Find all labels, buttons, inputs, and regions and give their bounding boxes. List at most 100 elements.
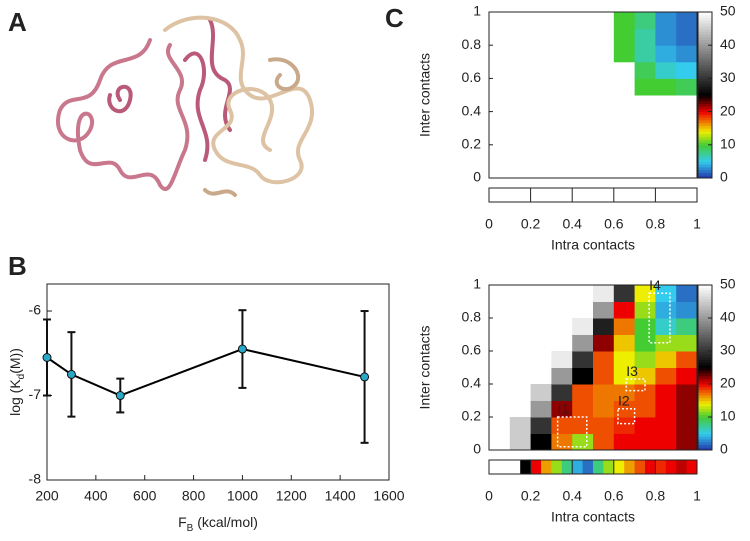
colorbar-step bbox=[698, 342, 712, 346]
y-tick-label: 0.2 bbox=[462, 136, 482, 152]
colorbar-step bbox=[698, 53, 712, 57]
colorbar-step bbox=[698, 155, 712, 160]
colorbar-step bbox=[698, 375, 712, 379]
heatmap-cell bbox=[676, 285, 698, 302]
x-tick-label: 0.8 bbox=[646, 488, 666, 504]
marker bbox=[66, 369, 76, 379]
colorbar-step bbox=[698, 119, 712, 124]
colorbar-step bbox=[698, 329, 712, 333]
colorbar-step bbox=[698, 386, 712, 390]
heatmap-cell bbox=[655, 28, 677, 46]
heatmap-cell bbox=[634, 384, 656, 401]
heatmap-cell bbox=[613, 417, 636, 434]
colorbar-step bbox=[698, 139, 712, 143]
heatmap-cell bbox=[593, 417, 615, 434]
colorbar-step bbox=[698, 408, 712, 412]
colorbar-step bbox=[698, 133, 712, 137]
heatmap-cell bbox=[551, 400, 573, 418]
heatmap-cell bbox=[572, 351, 594, 368]
heatmap-cell bbox=[634, 334, 656, 352]
heatmap-cell bbox=[676, 78, 698, 96]
heatmap-cell bbox=[634, 12, 656, 30]
panel-label: B bbox=[8, 251, 27, 281]
heatmap-cell bbox=[509, 417, 532, 434]
colorbar-tick-label: 0 bbox=[720, 441, 728, 457]
colorbar-step bbox=[698, 31, 712, 35]
colorbar-step bbox=[698, 34, 712, 38]
colorbar-step bbox=[698, 400, 712, 404]
heatmap-cell bbox=[634, 61, 656, 79]
marginal-cell bbox=[572, 460, 584, 474]
colorbar-step bbox=[698, 97, 712, 102]
colorbar-step bbox=[698, 128, 712, 132]
x-axis-label: Intra contacts bbox=[551, 237, 635, 253]
y-tick-label: 0.6 bbox=[462, 69, 482, 85]
heatmap-cell bbox=[655, 12, 677, 30]
heatmap-cell bbox=[593, 334, 615, 352]
heatmap-cell bbox=[676, 45, 698, 63]
heatmap-cell bbox=[613, 433, 636, 451]
colorbar-step bbox=[698, 334, 712, 338]
x-tick-label: 600 bbox=[133, 488, 157, 504]
plot-frame bbox=[488, 284, 698, 451]
colorbar-step bbox=[698, 397, 712, 401]
heatmap-cell bbox=[634, 351, 656, 368]
colorbar-step bbox=[698, 406, 712, 410]
colorbar-step bbox=[698, 356, 712, 360]
colorbar-step bbox=[698, 169, 712, 173]
colorbar-step bbox=[698, 142, 712, 146]
heatmap-cell bbox=[655, 433, 677, 451]
colorbar-step bbox=[698, 56, 712, 60]
plot-frame bbox=[46, 283, 390, 481]
colorbar-step bbox=[698, 12, 712, 16]
heatmap-cell bbox=[634, 285, 656, 302]
colorbar-step bbox=[698, 166, 712, 171]
colorbar-step bbox=[698, 130, 712, 135]
colorbar-step bbox=[698, 304, 712, 308]
heatmap-cell bbox=[551, 433, 573, 451]
heatmap-cell bbox=[655, 367, 677, 385]
heatmap-cell bbox=[676, 334, 698, 352]
heatmap-cell bbox=[655, 384, 677, 401]
y-tick-label: 1 bbox=[473, 276, 481, 292]
colorbar-step bbox=[698, 309, 712, 313]
heatmap-cell bbox=[634, 301, 656, 319]
colorbar-step bbox=[698, 64, 712, 68]
colorbar-step bbox=[698, 144, 712, 149]
heatmap-cell bbox=[655, 351, 677, 368]
colorbar-step bbox=[698, 25, 712, 30]
colorbar-step bbox=[698, 92, 712, 96]
colorbar-step bbox=[698, 111, 712, 115]
heatmap-cell bbox=[530, 384, 552, 401]
x-axis-label: FB (kcal/mol) bbox=[178, 514, 258, 534]
x-tick-label: 800 bbox=[182, 488, 206, 504]
heatmap-cell bbox=[676, 433, 698, 451]
colorbar-step bbox=[698, 367, 712, 371]
label-part: (M)) bbox=[7, 348, 23, 374]
heatmap-cell bbox=[676, 28, 698, 46]
colorbar-step bbox=[698, 28, 712, 32]
colorbar-tick-label: 10 bbox=[720, 136, 736, 152]
heatmap-cell bbox=[655, 400, 677, 418]
x-tick-label: 0.6 bbox=[604, 488, 624, 504]
x-tick-label: 0.6 bbox=[604, 216, 624, 232]
heatmap-cell bbox=[613, 301, 636, 319]
colorbar-step bbox=[698, 285, 712, 289]
marginal-cell bbox=[561, 460, 573, 474]
colorbar-step bbox=[698, 417, 712, 421]
colorbar-step bbox=[698, 301, 712, 305]
annotation-label: I1 bbox=[558, 401, 570, 417]
annotation-label: I2 bbox=[618, 392, 630, 408]
heatmap-cell bbox=[530, 400, 552, 418]
heatmap-cell bbox=[676, 12, 698, 30]
heatmap-cell bbox=[509, 433, 532, 451]
colorbar-step bbox=[698, 425, 712, 429]
marginal-cell bbox=[603, 460, 615, 474]
colorbar-step bbox=[698, 125, 712, 129]
marker bbox=[360, 372, 370, 382]
heatmap-cell bbox=[593, 351, 615, 368]
x-tick-label: 1400 bbox=[325, 488, 356, 504]
colorbar-step bbox=[698, 439, 712, 443]
heatmap-cell bbox=[530, 433, 552, 451]
